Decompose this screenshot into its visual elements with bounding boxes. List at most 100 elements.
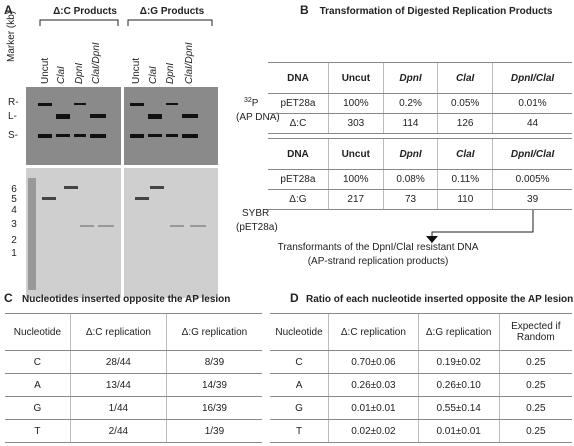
table-header: DNA Uncut DpnI ClaI DpnI/ClaI bbox=[268, 62, 572, 94]
panel-label: D bbox=[290, 291, 299, 305]
table-cell: DNA bbox=[268, 62, 329, 94]
svg-text:32P: 32P bbox=[244, 97, 259, 109]
table-cell: 0.01±0.01 bbox=[328, 396, 419, 420]
table-cell: 0.26±0.10 bbox=[417, 373, 500, 397]
table-cell: 0.25 bbox=[498, 350, 572, 374]
table-row: Δ:C 303 114 126 44 bbox=[268, 113, 572, 134]
table-cell: DpnI/ClaI bbox=[492, 62, 572, 94]
table-row: A 0.26±0.03 0.26±0.10 0.25 bbox=[270, 373, 572, 397]
table-cell: T bbox=[270, 419, 329, 443]
table-cell: 44 bbox=[492, 113, 572, 134]
gel bbox=[124, 168, 218, 298]
lane-label: DpnI bbox=[74, 63, 85, 84]
table: Nucleotide Δ:C replication Δ:G replication… bbox=[5, 313, 262, 443]
table-cell: ClaI bbox=[437, 62, 493, 94]
table-row: G 0.01±0.01 0.55±0.14 0.25 bbox=[270, 396, 572, 420]
table-row: T 0.02±0.02 0.01±0.01 0.25 bbox=[270, 419, 572, 443]
marker-label: Marker (kb) bbox=[6, 11, 17, 62]
table: DNA Uncut DpnI ClaI DpnI/ClaI pET28a 100% 0.2% 0… bbox=[268, 62, 572, 134]
table: DNA Uncut DpnI ClaI DpnI/ClaI pET28a 100% 0.08%… bbox=[268, 138, 572, 210]
table-cell: Δ:G bbox=[268, 189, 329, 210]
table-row: G 1/44 16/39 bbox=[5, 396, 262, 420]
table-cell: 0.08% bbox=[382, 169, 438, 190]
table-cell: 0.19±0.02 bbox=[417, 350, 500, 374]
table-cell: Δ:G replication bbox=[417, 313, 500, 351]
caption: Transformants of the DpnI/ClaI resistant… bbox=[278, 242, 479, 253]
table-cell: 0.01% bbox=[492, 93, 572, 114]
table-cell: 0.05% bbox=[437, 93, 493, 114]
table-cell: Nucleotide bbox=[270, 313, 329, 351]
stain: SYBR bbox=[242, 208, 269, 219]
table-cell: DpnI/ClaI bbox=[492, 138, 572, 170]
table-cell: ClaI bbox=[437, 138, 493, 170]
table-cell: 39 bbox=[492, 189, 572, 210]
band-label: L- bbox=[8, 111, 17, 122]
table-cell: 0.55±0.14 bbox=[417, 396, 500, 420]
size-label: 1 bbox=[11, 248, 17, 259]
table-cell: 16/39 bbox=[165, 396, 262, 420]
table-cell: A bbox=[5, 373, 71, 397]
panel-label: B bbox=[300, 3, 309, 17]
size-label: 2 bbox=[11, 235, 17, 246]
table-cell: C bbox=[5, 350, 71, 374]
lane-label: Uncut bbox=[131, 58, 142, 84]
table-cell: C bbox=[270, 350, 329, 374]
panel-title: Ratio of each nucleotide inserted opposi… bbox=[306, 294, 573, 305]
table-cell: 2/44 bbox=[69, 419, 167, 443]
table-cell: Δ:G replication bbox=[165, 313, 262, 351]
table-cell: 126 bbox=[437, 113, 493, 134]
table-cell: 0.25 bbox=[498, 373, 572, 397]
panel-label: C bbox=[4, 291, 13, 305]
lane-label: Uncut bbox=[40, 58, 51, 84]
lane-label: ClaI/DpnI bbox=[91, 42, 102, 84]
lane-label: ClaI bbox=[148, 66, 159, 84]
panel-title: Nucleotides inserted opposite the AP les… bbox=[22, 294, 230, 305]
lane-label: ClaI bbox=[56, 66, 67, 84]
table-cell: Δ:C replication bbox=[328, 313, 419, 351]
table-cell: 0.005% bbox=[492, 169, 572, 190]
table-cell: Δ:C bbox=[268, 113, 329, 134]
gel-note: (pET28a) bbox=[236, 222, 278, 233]
table-cell: 0.25 bbox=[498, 419, 572, 443]
table-cell: Uncut bbox=[327, 138, 384, 170]
table-cell: 1/44 bbox=[69, 396, 167, 420]
size-label: 4 bbox=[11, 205, 17, 216]
table-cell: pET28a bbox=[268, 93, 329, 114]
table-cell: DNA bbox=[268, 138, 329, 170]
table: Nucleotide Δ:C replication Δ:G replication… bbox=[270, 313, 572, 443]
table-cell: 28/44 bbox=[69, 350, 167, 374]
isotope-mass: 32 bbox=[244, 97, 252, 104]
bands bbox=[38, 103, 198, 138]
gel bbox=[26, 87, 121, 165]
table-cell: Expected if Random bbox=[498, 313, 572, 351]
table-cell: A bbox=[270, 373, 329, 397]
table-cell: 217 bbox=[327, 189, 384, 210]
table-cell: 0.25 bbox=[498, 396, 572, 420]
table-cell: T bbox=[5, 419, 71, 443]
table-cell: 0.01±0.01 bbox=[417, 419, 500, 443]
table-cell: 100% bbox=[327, 93, 384, 114]
table-cell: 0.26±0.03 bbox=[328, 373, 419, 397]
table-cell: 110 bbox=[437, 189, 493, 210]
bands bbox=[28, 178, 206, 290]
table-cell: Uncut bbox=[327, 62, 384, 94]
size-label: 6 bbox=[11, 184, 17, 195]
table-cell: G bbox=[270, 396, 329, 420]
table-cell: 0.11% bbox=[437, 169, 493, 190]
table-row: Δ:G 217 73 110 39 bbox=[268, 189, 572, 210]
group-label: Δ:G Products bbox=[140, 6, 205, 17]
table-cell: 0.2% bbox=[382, 93, 438, 114]
table-header: DNA Uncut DpnI ClaI DpnI/ClaI bbox=[268, 138, 572, 170]
bracket bbox=[39, 19, 213, 26]
table-row: pET28a 100% 0.2% 0.05% 0.01% bbox=[268, 93, 572, 114]
size-label: 3 bbox=[11, 219, 17, 230]
table-cell: pET28a bbox=[268, 169, 329, 190]
isotope: P bbox=[252, 98, 259, 109]
table-row: A 13/44 14/39 bbox=[5, 373, 262, 397]
table-cell: 1/39 bbox=[165, 419, 262, 443]
lane-label: DpnI bbox=[165, 63, 176, 84]
table-cell: Δ:C replication bbox=[69, 313, 167, 351]
table-cell: 73 bbox=[382, 189, 438, 210]
panel-title: Transformation of Digested Replication P… bbox=[320, 6, 553, 17]
